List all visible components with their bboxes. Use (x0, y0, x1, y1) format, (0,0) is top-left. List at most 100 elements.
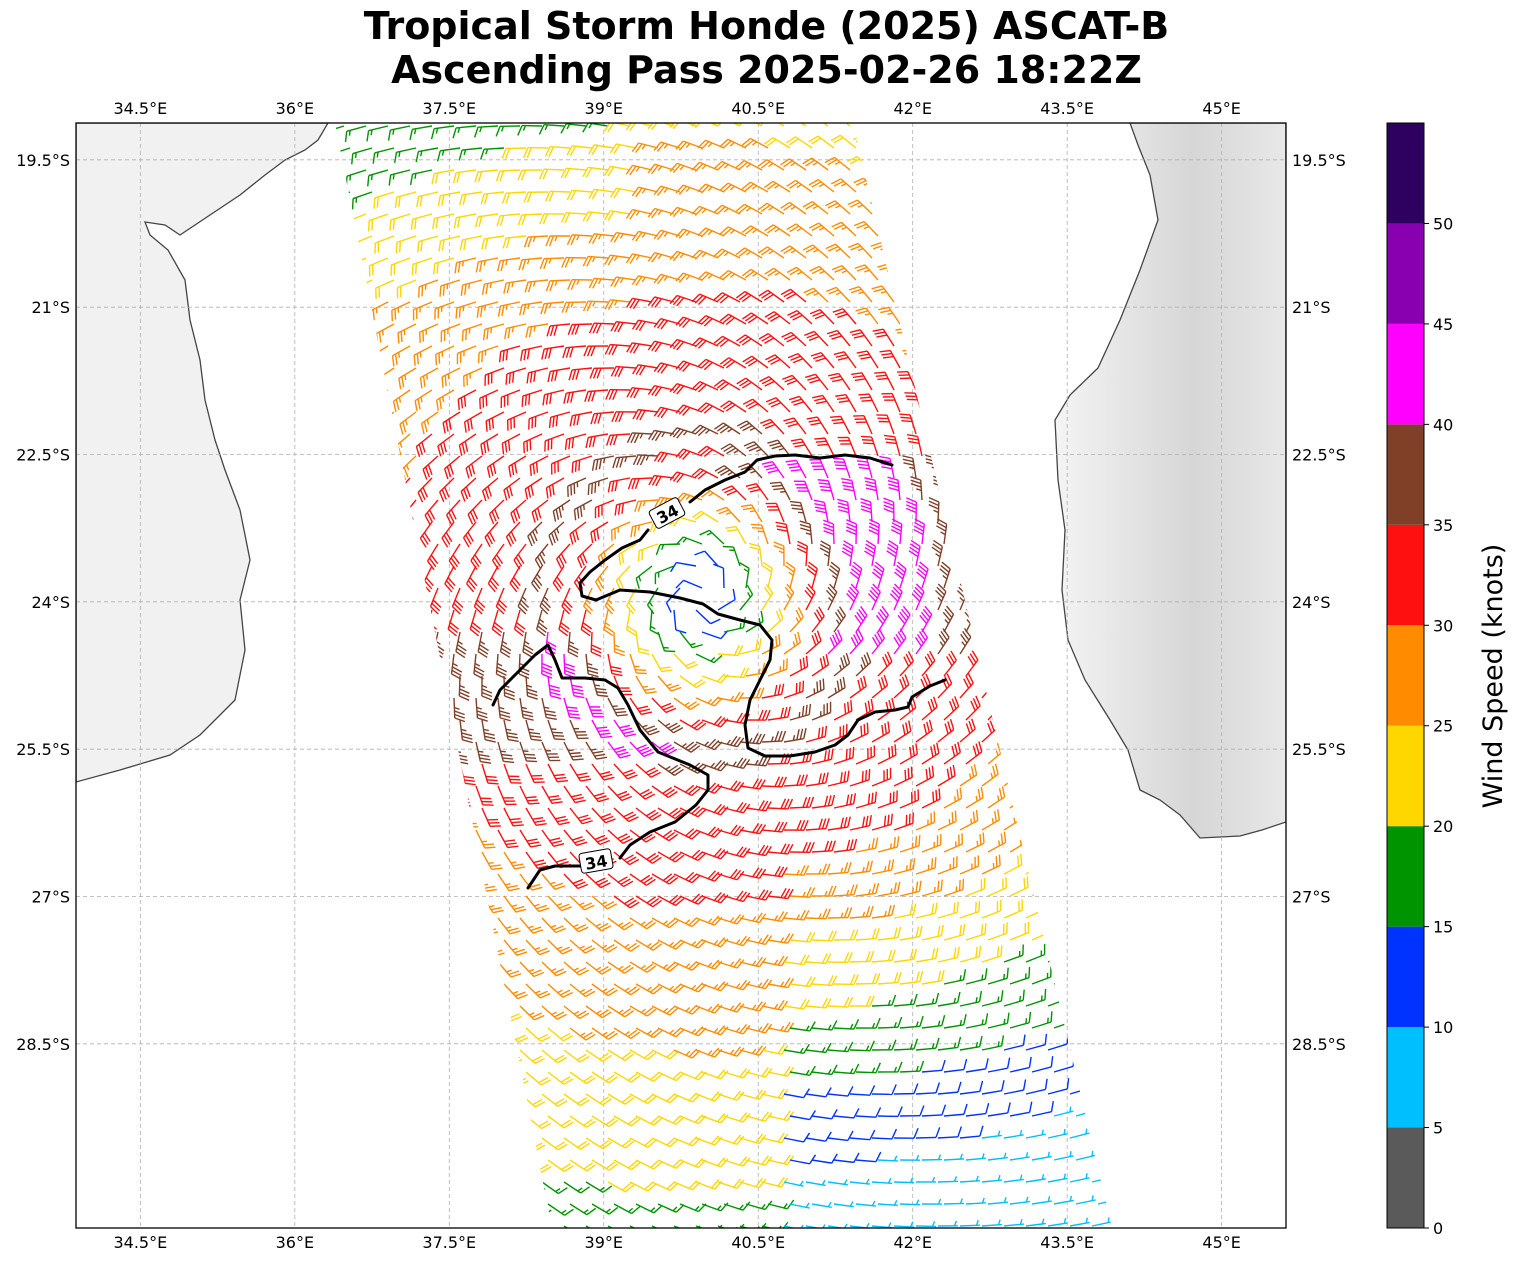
lat-label-right: 28.5°S (1292, 1035, 1346, 1054)
wind-barb (691, 293, 719, 305)
wind-barb (780, 201, 807, 215)
wind-barb (847, 199, 873, 215)
wind-barb (481, 235, 505, 250)
wind-barb (394, 191, 417, 208)
wind-barb (780, 245, 807, 259)
lon-label-bottom: 40.5°E (731, 1233, 785, 1252)
wind-barb (582, 166, 609, 178)
lon-label-bottom: 34.5°E (113, 1233, 167, 1252)
wind-barb (366, 125, 389, 142)
wind-barb (351, 191, 373, 210)
colorbar-tick-label: 0 (1433, 1219, 1443, 1238)
wind-barb (412, 301, 433, 321)
wind-barb (545, 235, 570, 247)
title-line-2: Ascending Pass 2025-02-26 18:22Z (391, 48, 1142, 92)
colorbar-bin-5 (1387, 625, 1424, 726)
wind-barb (603, 165, 631, 177)
wind-barb (395, 235, 417, 254)
wind-barb (495, 125, 521, 137)
wind-barb (438, 235, 461, 252)
lon-label-top: 37.5°E (422, 99, 476, 118)
wind-barb (374, 235, 395, 254)
wind-barb (653, 185, 681, 197)
colorbar-tick-label: 15 (1433, 918, 1453, 937)
wind-barb (697, 227, 725, 238)
wind-barb (757, 202, 785, 215)
wind-barb (561, 301, 587, 313)
wind-barb (713, 292, 741, 304)
wind-barb (782, 123, 807, 127)
wind-barb (396, 279, 417, 299)
wind-barb (417, 235, 439, 253)
wind-barb (735, 159, 763, 171)
wind-barb (625, 253, 653, 265)
wind-barb (647, 296, 675, 308)
lat-label-right: 21°S (1292, 298, 1331, 317)
wind-barb (430, 125, 455, 140)
wind-barb (523, 191, 549, 203)
madagascar-landmass (1054, 123, 1286, 839)
wind-barb (757, 159, 785, 171)
wind-barb (758, 289, 785, 303)
lon-label-top: 40.5°E (731, 99, 785, 118)
wind-barb (454, 257, 477, 274)
gridlines (76, 123, 1286, 1228)
wind-barb (523, 235, 549, 248)
wind-barb (625, 164, 653, 176)
wind-barb (459, 235, 483, 251)
title-line-1: Tropical Storm Honde (2025) ASCAT-B (363, 4, 1170, 48)
wind-barb (854, 264, 879, 281)
wind-barb (566, 234, 593, 246)
wind-barb (434, 301, 455, 320)
colorbar-tick-label: 50 (1433, 214, 1453, 233)
lon-label-bottom: 43.5°E (1040, 1233, 1094, 1252)
wind-barb (808, 135, 835, 149)
wind-barb (460, 279, 483, 296)
lat-label-left: 22.5°S (16, 446, 70, 465)
colorbar-bin-7 (1387, 424, 1424, 525)
wind-barb (758, 246, 785, 259)
colorbar-bin-0 (1387, 1127, 1424, 1228)
lat-label-left: 27°S (31, 888, 70, 907)
wind-barb (418, 279, 439, 298)
wind-barb (588, 233, 615, 244)
wind-barb (455, 301, 477, 319)
wind-barb (830, 134, 857, 149)
colorbar-tick-label: 45 (1433, 315, 1453, 334)
lon-label-bottom: 37.5°E (422, 1233, 476, 1252)
wind-barb (390, 257, 411, 276)
wind-barb (647, 252, 675, 263)
lon-label-bottom: 36°E (276, 1233, 314, 1252)
wind-barb (388, 169, 411, 186)
wind-barb (741, 181, 769, 193)
lon-label-bottom: 42°E (893, 1233, 931, 1252)
colorbar-bin-4 (1387, 725, 1424, 827)
wind-barb (433, 257, 455, 275)
wind-barb (335, 125, 345, 133)
wind-barb (610, 276, 637, 288)
colorbar-tick-label: 40 (1433, 415, 1453, 434)
lon-label-top: 45°E (1202, 99, 1240, 118)
wind-barb (741, 225, 769, 237)
lat-label-right: 25.5°S (1292, 740, 1346, 759)
lon-label-top: 42°E (893, 99, 931, 118)
wind-barb (811, 123, 829, 127)
wind-barb (517, 124, 543, 136)
wind-barb (519, 301, 543, 316)
lon-label-top: 36°E (276, 99, 314, 118)
wind-barb (786, 266, 813, 281)
wind-barb (713, 204, 741, 215)
colorbar-ticks: 0 5 10 15 20 25 30 35 40 45 50 (1424, 214, 1453, 1238)
wind-barb (372, 147, 395, 164)
colorbar-tick-label: 35 (1433, 516, 1453, 535)
wind-barb (409, 169, 433, 185)
wind-barb (538, 123, 565, 135)
wind-barb (517, 169, 543, 181)
wind-barb (764, 267, 791, 281)
wind-barb (566, 145, 593, 157)
wind-barb (780, 158, 807, 171)
wind-barb (631, 230, 659, 242)
wind-barb (831, 221, 857, 237)
lon-label-bottom: 39°E (585, 1233, 623, 1252)
